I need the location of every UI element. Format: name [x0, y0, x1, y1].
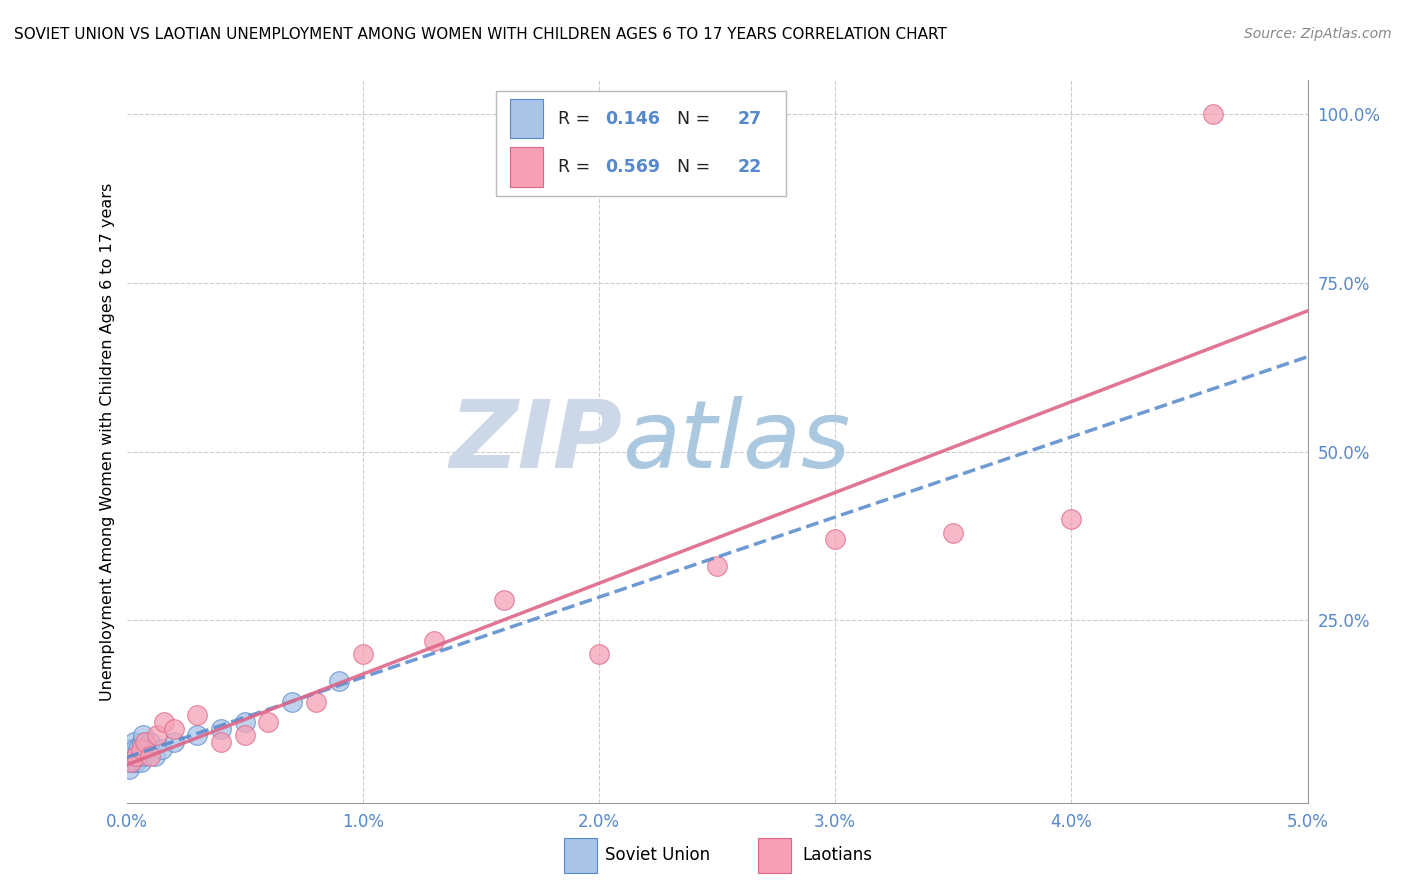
Point	[121, 748, 143, 763]
Point	[121, 756, 143, 770]
Text: 27: 27	[737, 110, 761, 128]
Text: 0.569: 0.569	[605, 158, 659, 176]
Point	[186, 728, 208, 742]
Text: Source: ZipAtlas.com: Source: ZipAtlas.com	[1244, 27, 1392, 41]
Point	[150, 741, 173, 756]
Point	[146, 728, 169, 742]
Point	[134, 741, 156, 756]
Point	[129, 756, 152, 770]
Point	[143, 748, 166, 763]
FancyBboxPatch shape	[758, 838, 792, 873]
Point	[139, 748, 162, 763]
Point	[153, 714, 176, 729]
Point	[352, 647, 374, 661]
Point	[122, 735, 145, 749]
Point	[134, 735, 156, 749]
Point	[494, 593, 516, 607]
Point	[163, 722, 186, 736]
FancyBboxPatch shape	[510, 147, 544, 186]
Point	[120, 756, 142, 770]
Point	[134, 748, 156, 763]
Point	[257, 714, 280, 729]
Point	[1060, 512, 1083, 526]
Point	[124, 741, 146, 756]
Text: ZIP: ZIP	[450, 395, 623, 488]
Point	[127, 748, 149, 763]
Text: Soviet Union: Soviet Union	[605, 846, 710, 863]
Point	[125, 756, 148, 770]
Text: 22: 22	[737, 158, 762, 176]
Point	[706, 559, 728, 574]
Point	[139, 735, 162, 749]
Point	[131, 735, 153, 749]
Point	[328, 674, 350, 689]
Text: Laotians: Laotians	[801, 846, 872, 863]
Point	[233, 728, 256, 742]
FancyBboxPatch shape	[564, 838, 596, 873]
Point	[209, 735, 232, 749]
Point	[942, 525, 965, 540]
Point	[281, 694, 304, 708]
Y-axis label: Unemployment Among Women with Children Ages 6 to 17 years: Unemployment Among Women with Children A…	[100, 183, 115, 700]
FancyBboxPatch shape	[496, 91, 786, 196]
Point	[118, 762, 141, 776]
Text: R =: R =	[558, 158, 595, 176]
Point	[122, 748, 145, 763]
Point	[128, 748, 150, 763]
Point	[132, 728, 155, 742]
Point	[186, 708, 208, 723]
Point	[163, 735, 186, 749]
Point	[129, 741, 152, 756]
Point	[117, 756, 139, 770]
Point	[120, 748, 142, 763]
Point	[120, 741, 142, 756]
Point	[233, 714, 256, 729]
Text: R =: R =	[558, 110, 595, 128]
Point	[588, 647, 610, 661]
Point	[1202, 107, 1225, 121]
FancyBboxPatch shape	[510, 99, 544, 138]
Point	[125, 748, 148, 763]
Text: SOVIET UNION VS LAOTIAN UNEMPLOYMENT AMONG WOMEN WITH CHILDREN AGES 6 TO 17 YEAR: SOVIET UNION VS LAOTIAN UNEMPLOYMENT AMO…	[14, 27, 946, 42]
Point	[209, 722, 232, 736]
Point	[304, 694, 326, 708]
Point	[127, 741, 149, 756]
Text: N =: N =	[666, 158, 716, 176]
Text: 0.146: 0.146	[605, 110, 659, 128]
Text: atlas: atlas	[623, 396, 851, 487]
Point	[422, 633, 444, 648]
Point	[824, 533, 846, 547]
Text: N =: N =	[666, 110, 716, 128]
